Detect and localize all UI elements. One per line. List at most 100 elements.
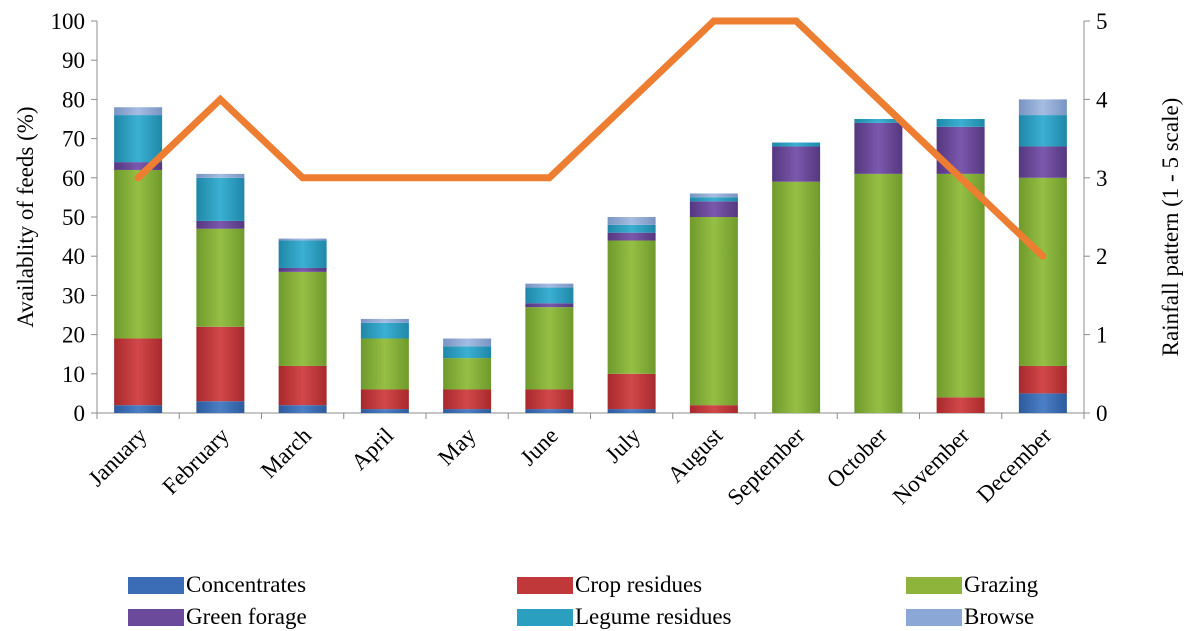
bar-segment-grazing xyxy=(525,307,574,390)
bar-segment-green-forage xyxy=(607,232,656,241)
bar-segment-crop-residues xyxy=(525,389,574,410)
chart: 0 10 20 30 40 50 60 70 80 90 100 0 1 2 3 4 5 January Febru… xyxy=(13,9,1183,510)
bar-segment-green-forage xyxy=(936,126,985,174)
bar-segment-crop-residues xyxy=(607,373,656,410)
bar-segment-legume-residues xyxy=(772,142,821,147)
bar-segment-browse xyxy=(196,173,245,178)
bar-segment-crop-residues xyxy=(936,397,985,413)
x-tick-label: November xyxy=(888,423,975,510)
bar-segment-legume-residues xyxy=(278,240,327,268)
bar-segment-concentrates xyxy=(360,409,409,413)
bar-segment-browse xyxy=(525,283,574,288)
bar-segment-browse xyxy=(443,338,492,347)
bar-segment-browse xyxy=(360,318,409,323)
bar-segment-grazing xyxy=(689,217,738,406)
bar-segment-legume-residues xyxy=(936,119,985,127)
y2-tick-label: 1 xyxy=(1096,323,1108,348)
bar-segment-legume-residues xyxy=(196,177,245,221)
legend-item-green-forage: Green forage xyxy=(128,604,307,630)
bar-segment-browse xyxy=(1018,99,1067,116)
legend-swatch xyxy=(128,608,184,626)
y-tick-label: 90 xyxy=(62,48,85,73)
y2-tick-label: 4 xyxy=(1096,87,1108,112)
x-tick-label: February xyxy=(158,423,235,500)
bar-segment-crop-residues xyxy=(1018,365,1067,394)
legend-item-concentrates: Concentrates xyxy=(128,572,306,598)
x-tick-label: December xyxy=(972,423,1057,508)
bar-segment-crop-residues xyxy=(443,389,492,410)
bar-segment-green-forage xyxy=(1018,146,1067,178)
legend-item-browse: Browse xyxy=(906,604,1034,630)
bar-segment-crop-residues xyxy=(689,405,738,413)
bar-segment-legume-residues xyxy=(1018,115,1067,147)
bar-segment-grazing xyxy=(936,173,985,398)
axes xyxy=(91,20,1090,419)
bar-segment-legume-residues xyxy=(607,224,656,233)
bar-segment-grazing xyxy=(114,169,163,339)
y-tick-label: 40 xyxy=(62,244,85,269)
y-tick-label: 30 xyxy=(62,283,85,308)
x-tick-label: January xyxy=(83,423,152,492)
bar-segment-crop-residues xyxy=(114,338,163,406)
y2-tick-label: 5 xyxy=(1096,9,1108,34)
bar-segment-green-forage xyxy=(114,162,163,170)
bar-segment-green-forage xyxy=(278,267,327,272)
y-tick-label: 70 xyxy=(62,127,85,152)
y2-tick-label: 2 xyxy=(1096,244,1108,269)
legend-item-grazing: Grazing xyxy=(906,572,1038,598)
bar-segment-grazing xyxy=(772,181,821,413)
bar-segment-legume-residues xyxy=(114,115,163,163)
bar-segment-grazing xyxy=(607,240,656,374)
bar-segment-concentrates xyxy=(1018,393,1067,413)
y-tick-label: 10 xyxy=(62,362,85,387)
legend-label: Green forage xyxy=(186,604,307,629)
legend-label: Browse xyxy=(964,604,1035,629)
x-tick-label: August xyxy=(663,422,728,487)
legend: Concentrates Crop residues Grazing Green fo… xyxy=(0,566,1192,631)
bar-segment-grazing xyxy=(278,271,327,366)
legend-swatch xyxy=(128,576,184,594)
bar-segment-crop-residues xyxy=(278,365,327,406)
bar-segment-crop-residues xyxy=(196,326,245,402)
bar-segment-green-forage xyxy=(772,146,821,182)
bar-segment-green-forage xyxy=(689,201,738,217)
legend-label: Concentrates xyxy=(186,572,307,597)
y-tick-label: 50 xyxy=(62,205,85,230)
bar-segment-browse xyxy=(278,238,327,241)
bar-segment-browse xyxy=(114,107,163,116)
bar-segment-green-forage xyxy=(196,220,245,229)
bar-segment-concentrates xyxy=(525,409,574,413)
legend-label: Grazing xyxy=(964,572,1039,597)
bar-segment-concentrates xyxy=(114,405,163,413)
bars xyxy=(114,99,1067,413)
bar-segment-grazing xyxy=(196,228,245,327)
bar-segment-crop-residues xyxy=(360,389,409,410)
bar-segment-concentrates xyxy=(607,409,656,413)
bar-segment-legume-residues xyxy=(360,322,409,339)
legend-swatch xyxy=(517,608,573,626)
x-tick-label: July xyxy=(600,423,645,468)
y-tick-label: 100 xyxy=(51,9,86,34)
axis-labels: 0 10 20 30 40 50 60 70 80 90 100 0 1 2 3 4 5 January Febru… xyxy=(13,9,1183,510)
x-tick-label: March xyxy=(256,423,316,483)
bar-segment-legume-residues xyxy=(854,119,903,123)
x-tick-label: May xyxy=(433,423,481,471)
rainfall-line xyxy=(134,17,1047,260)
y-tick-label: 80 xyxy=(62,87,85,112)
bar-segment-grazing xyxy=(360,338,409,390)
legend-swatch xyxy=(517,576,573,594)
bar-segment-grazing xyxy=(1018,177,1067,366)
rainfall-line-layer xyxy=(134,17,1047,260)
legend-label: Crop residues xyxy=(575,572,703,597)
x-tick-label: June xyxy=(515,423,562,470)
bar-segment-concentrates xyxy=(196,401,245,413)
legend-item-crop-residues: Crop residues xyxy=(517,572,702,598)
y2-tick-label: 3 xyxy=(1096,166,1108,191)
bar-segment-grazing xyxy=(443,358,492,390)
bar-segment-grazing xyxy=(854,173,903,413)
bar-segment-legume-residues xyxy=(689,197,738,202)
x-tick-label: September xyxy=(722,423,809,510)
bar-segment-concentrates xyxy=(278,405,327,413)
bar-segment-browse xyxy=(607,217,656,225)
bar-segment-concentrates xyxy=(443,409,492,413)
